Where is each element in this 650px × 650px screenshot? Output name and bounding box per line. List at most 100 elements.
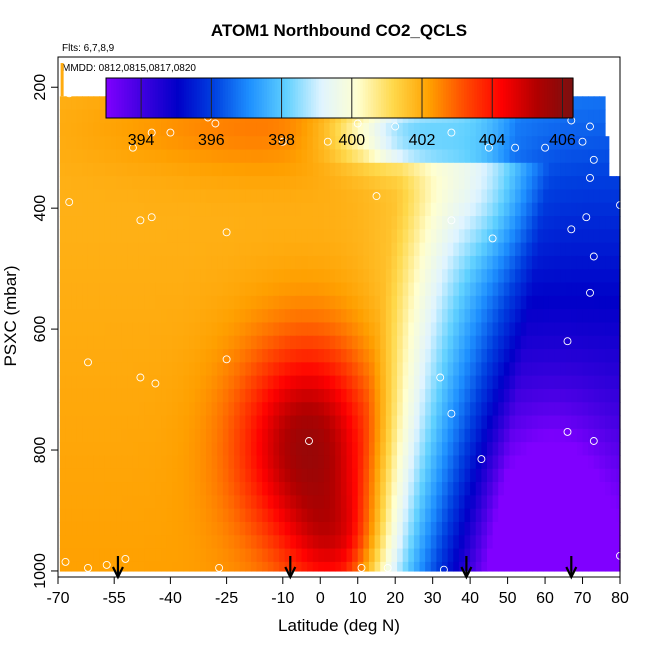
heatmap-cell bbox=[593, 322, 600, 337]
heatmap-cell bbox=[526, 149, 533, 164]
heatmap-cell bbox=[447, 322, 454, 337]
heatmap-cell bbox=[402, 482, 409, 496]
heatmap-cell bbox=[571, 335, 578, 350]
heatmap-cell bbox=[290, 162, 297, 177]
heatmap-cell bbox=[205, 442, 213, 457]
heatmap-cell bbox=[464, 375, 471, 390]
heatmap-cell bbox=[245, 216, 252, 230]
heatmap-cell bbox=[205, 482, 213, 496]
heatmap-cell bbox=[436, 349, 443, 363]
colorbar-segment bbox=[531, 78, 535, 118]
heatmap-cell bbox=[116, 402, 123, 417]
heatmap-cell bbox=[486, 482, 494, 496]
heatmap-cell bbox=[307, 322, 314, 337]
heatmap-cell bbox=[318, 309, 325, 324]
heatmap-cell bbox=[256, 388, 263, 403]
heatmap-cell bbox=[436, 149, 443, 164]
heatmap-cell bbox=[340, 282, 348, 297]
heatmap-cell bbox=[189, 482, 196, 496]
colorbar-segment bbox=[471, 78, 476, 118]
heatmap-cell bbox=[442, 269, 449, 284]
heatmap-cell bbox=[132, 375, 140, 390]
heatmap-cell bbox=[554, 189, 561, 204]
heatmap-cell bbox=[397, 322, 404, 337]
heatmap-cell bbox=[413, 388, 421, 403]
heatmap-cell bbox=[397, 282, 404, 297]
heatmap-cell bbox=[205, 176, 213, 191]
heatmap-cell bbox=[222, 136, 230, 151]
heatmap-cell bbox=[475, 255, 482, 270]
heatmap-cell bbox=[256, 482, 263, 496]
heatmap-cell bbox=[301, 548, 308, 563]
heatmap-cell bbox=[605, 216, 612, 230]
heatmap-cell bbox=[492, 335, 499, 350]
heatmap-cell bbox=[301, 255, 308, 270]
heatmap-cell bbox=[132, 162, 140, 177]
heatmap-cell bbox=[605, 136, 610, 151]
heatmap-cell bbox=[593, 535, 600, 550]
heatmap-cell bbox=[250, 415, 258, 430]
heatmap-cell bbox=[515, 495, 522, 510]
heatmap-cell bbox=[526, 269, 533, 284]
heatmap-cell bbox=[211, 322, 218, 337]
heatmap-cell bbox=[509, 309, 516, 324]
heatmap-cell bbox=[391, 282, 398, 297]
heatmap-cell bbox=[177, 189, 185, 204]
heatmap-cell bbox=[408, 349, 415, 363]
heatmap-cell bbox=[87, 521, 95, 536]
heatmap-cell bbox=[189, 495, 196, 510]
heatmap-cell bbox=[194, 442, 201, 457]
heatmap-cell bbox=[172, 255, 179, 270]
heatmap-cell bbox=[273, 349, 280, 363]
heatmap-cell bbox=[245, 282, 252, 297]
heatmap-cell bbox=[397, 229, 404, 244]
heatmap-cell bbox=[144, 402, 151, 417]
heatmap-cell bbox=[475, 561, 482, 572]
heatmap-cell bbox=[430, 216, 438, 230]
heatmap-cell bbox=[71, 122, 78, 137]
heatmap-cell bbox=[413, 176, 421, 191]
colorbar-segment bbox=[432, 78, 437, 118]
heatmap-cell bbox=[458, 162, 466, 177]
heatmap-cell bbox=[408, 442, 415, 457]
heatmap-cell bbox=[340, 136, 348, 151]
heatmap-cell bbox=[121, 388, 128, 403]
heatmap-cell bbox=[127, 535, 134, 550]
heatmap-cell bbox=[346, 388, 353, 403]
heatmap-cell bbox=[430, 349, 438, 363]
heatmap-cell bbox=[576, 521, 584, 536]
heatmap-cell bbox=[290, 282, 297, 297]
heatmap-cell bbox=[515, 428, 522, 443]
heatmap-cell bbox=[239, 375, 246, 390]
heatmap-cell bbox=[588, 229, 595, 244]
heatmap-cell bbox=[576, 495, 584, 510]
heatmap-cell bbox=[543, 482, 550, 496]
heatmap-cell bbox=[228, 482, 235, 496]
colorbar-segment bbox=[189, 78, 193, 118]
heatmap-cell bbox=[273, 521, 280, 536]
heatmap-cell bbox=[436, 136, 443, 151]
heatmap-cell bbox=[65, 309, 72, 324]
heatmap-cell bbox=[397, 442, 404, 457]
heatmap-cell bbox=[172, 561, 179, 572]
heatmap-cell bbox=[380, 349, 387, 363]
heatmap-cell bbox=[458, 548, 466, 563]
heatmap-cell bbox=[250, 468, 258, 483]
heatmap-cell bbox=[503, 548, 511, 563]
heatmap-cell bbox=[59, 415, 67, 430]
heatmap-cell bbox=[318, 122, 325, 137]
heatmap-cell bbox=[447, 495, 454, 510]
heatmap-cell bbox=[492, 535, 499, 550]
heatmap-cell bbox=[82, 455, 89, 470]
heatmap-cell bbox=[486, 202, 494, 217]
heatmap-cell bbox=[492, 495, 499, 510]
heatmap-cell bbox=[526, 561, 533, 572]
heatmap-cell bbox=[172, 322, 179, 337]
heatmap-cell bbox=[560, 362, 567, 377]
heatmap-cell bbox=[312, 176, 319, 191]
heatmap-cell bbox=[458, 216, 466, 230]
heatmap-cell bbox=[290, 122, 297, 137]
heatmap-cell bbox=[616, 242, 621, 257]
heatmap-cell bbox=[87, 442, 95, 457]
heatmap-cell bbox=[582, 309, 589, 324]
